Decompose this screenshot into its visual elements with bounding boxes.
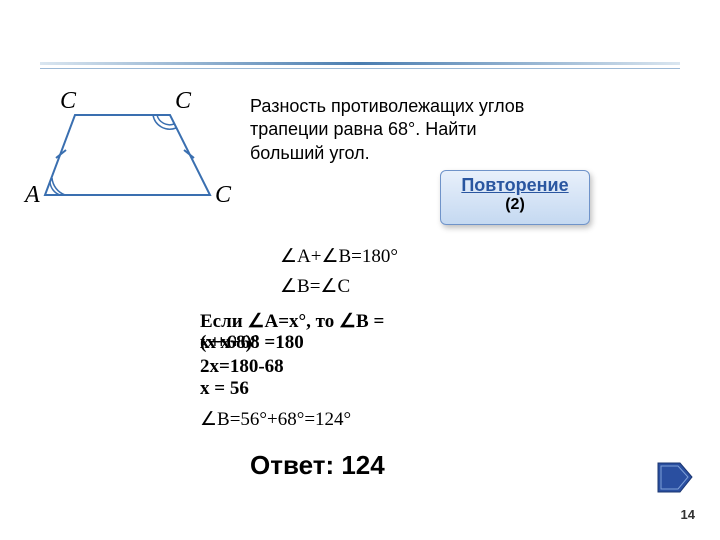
math-overlap-row: (x+68)° x+x+68 =180 [200, 332, 304, 354]
math-line-1: ∠A+∠B=180° [280, 245, 398, 268]
page-number: 14 [681, 507, 695, 522]
math-line-5: 2x=180-68 [200, 356, 284, 378]
trapezoid-svg [30, 100, 230, 220]
repeat-count: (2) [441, 196, 589, 214]
repeat-button[interactable]: Повторение (2) [440, 170, 590, 225]
vertex-label-top-right: С [175, 88, 191, 115]
math-if-clause: Если ∠A=x°, то ∠В = [200, 310, 384, 333]
trapezoid-figure: С С A С [30, 100, 230, 240]
math-if-text: Если ∠A=x°, то [200, 311, 334, 332]
vertex-label-bottom-left: A [25, 182, 40, 209]
vertex-label-bottom-right: С [215, 182, 231, 209]
math-line-2: ∠B=∠C [280, 275, 350, 298]
math-line-7: ∠B=56°+68°=124° [200, 408, 351, 431]
slide-divider [40, 62, 680, 65]
math-eq180: x+x+68 =180 [200, 332, 304, 353]
problem-statement: Разность противолежащих углов трапеции р… [250, 95, 550, 165]
answer-text: Ответ: 124 [250, 450, 385, 481]
math-line-6: x = 56 [200, 378, 249, 400]
next-arrow-button[interactable] [655, 460, 695, 495]
slide-divider-thin [40, 68, 680, 69]
arrow-right-icon [655, 460, 695, 495]
math-if-b: ∠В = [339, 311, 384, 332]
vertex-label-top-left: С [60, 88, 76, 115]
repeat-title: Повторение [441, 175, 589, 196]
